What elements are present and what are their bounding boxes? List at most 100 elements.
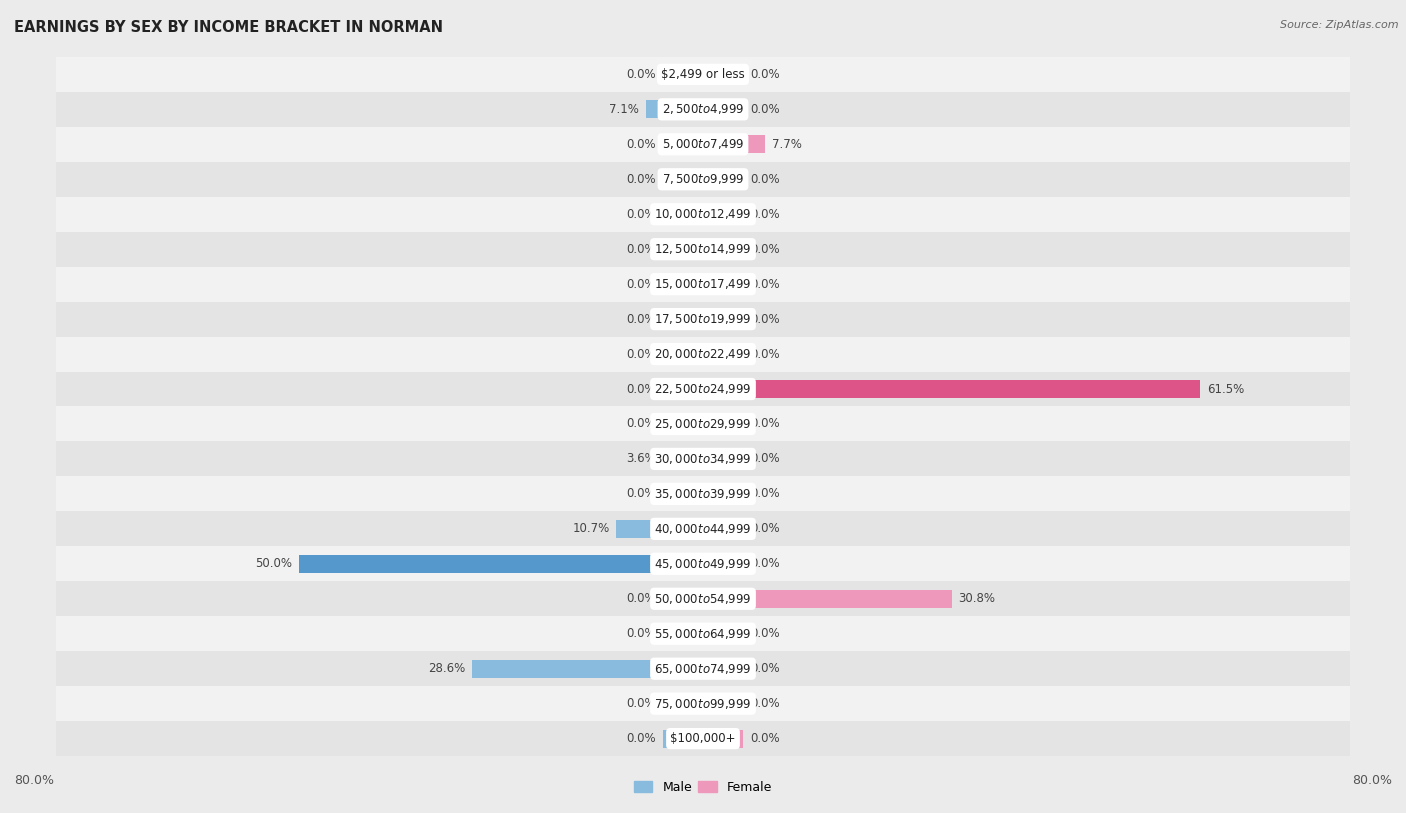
- Bar: [662, 415, 703, 433]
- Text: $25,000 to $29,999: $25,000 to $29,999: [654, 417, 752, 431]
- Bar: [56, 57, 1350, 92]
- Text: 10.7%: 10.7%: [572, 523, 610, 535]
- Text: $17,500 to $19,999: $17,500 to $19,999: [654, 312, 752, 326]
- Text: 3.6%: 3.6%: [626, 453, 657, 465]
- Text: $100,000+: $100,000+: [671, 733, 735, 745]
- Text: 0.0%: 0.0%: [627, 313, 657, 325]
- Bar: [56, 616, 1350, 651]
- Bar: [662, 170, 703, 189]
- Bar: [703, 380, 1201, 398]
- Text: $45,000 to $49,999: $45,000 to $49,999: [654, 557, 752, 571]
- Bar: [662, 729, 703, 748]
- Text: Source: ZipAtlas.com: Source: ZipAtlas.com: [1281, 20, 1399, 30]
- Text: $12,500 to $14,999: $12,500 to $14,999: [654, 242, 752, 256]
- Bar: [56, 441, 1350, 476]
- Bar: [703, 205, 744, 224]
- Text: 50.0%: 50.0%: [256, 558, 292, 570]
- Bar: [703, 694, 744, 713]
- Text: 0.0%: 0.0%: [627, 383, 657, 395]
- Text: $2,500 to $4,999: $2,500 to $4,999: [662, 102, 744, 116]
- Text: 0.0%: 0.0%: [627, 173, 657, 185]
- Text: 0.0%: 0.0%: [749, 488, 779, 500]
- Bar: [662, 310, 703, 328]
- Text: 0.0%: 0.0%: [749, 173, 779, 185]
- Legend: Male, Female: Male, Female: [628, 776, 778, 799]
- Bar: [703, 485, 744, 503]
- Text: $2,499 or less: $2,499 or less: [661, 68, 745, 80]
- Text: 0.0%: 0.0%: [749, 733, 779, 745]
- Bar: [662, 345, 703, 363]
- Text: 0.0%: 0.0%: [627, 418, 657, 430]
- Text: 0.0%: 0.0%: [749, 453, 779, 465]
- Bar: [703, 345, 744, 363]
- Text: 0.0%: 0.0%: [627, 138, 657, 150]
- Bar: [662, 450, 703, 468]
- Text: $75,000 to $99,999: $75,000 to $99,999: [654, 697, 752, 711]
- Text: $35,000 to $39,999: $35,000 to $39,999: [654, 487, 752, 501]
- Text: 61.5%: 61.5%: [1206, 383, 1244, 395]
- Bar: [703, 275, 744, 293]
- Bar: [56, 546, 1350, 581]
- Bar: [56, 686, 1350, 721]
- Bar: [703, 135, 765, 154]
- Text: $55,000 to $64,999: $55,000 to $64,999: [654, 627, 752, 641]
- Bar: [662, 275, 703, 293]
- Text: 0.0%: 0.0%: [627, 243, 657, 255]
- Text: 0.0%: 0.0%: [749, 523, 779, 535]
- Bar: [56, 162, 1350, 197]
- Text: 0.0%: 0.0%: [627, 68, 657, 80]
- Text: $50,000 to $54,999: $50,000 to $54,999: [654, 592, 752, 606]
- Bar: [56, 127, 1350, 162]
- Text: 0.0%: 0.0%: [627, 733, 657, 745]
- Text: $30,000 to $34,999: $30,000 to $34,999: [654, 452, 752, 466]
- Bar: [56, 511, 1350, 546]
- Bar: [56, 337, 1350, 372]
- Text: 80.0%: 80.0%: [14, 774, 53, 787]
- Text: $20,000 to $22,499: $20,000 to $22,499: [654, 347, 752, 361]
- Bar: [662, 240, 703, 259]
- Bar: [703, 415, 744, 433]
- Bar: [703, 520, 744, 538]
- Text: 0.0%: 0.0%: [749, 243, 779, 255]
- Text: $40,000 to $44,999: $40,000 to $44,999: [654, 522, 752, 536]
- Text: 0.0%: 0.0%: [749, 698, 779, 710]
- Text: 7.7%: 7.7%: [772, 138, 801, 150]
- Text: 0.0%: 0.0%: [749, 68, 779, 80]
- Text: $22,500 to $24,999: $22,500 to $24,999: [654, 382, 752, 396]
- Text: 0.0%: 0.0%: [627, 488, 657, 500]
- Bar: [662, 135, 703, 154]
- Bar: [703, 65, 744, 84]
- Bar: [703, 589, 952, 608]
- Bar: [662, 624, 703, 643]
- Bar: [56, 197, 1350, 232]
- Text: $5,000 to $7,499: $5,000 to $7,499: [662, 137, 744, 151]
- Bar: [703, 729, 744, 748]
- Text: 0.0%: 0.0%: [749, 103, 779, 115]
- Bar: [56, 267, 1350, 302]
- Bar: [703, 240, 744, 259]
- Bar: [662, 380, 703, 398]
- Text: 0.0%: 0.0%: [627, 208, 657, 220]
- Text: 0.0%: 0.0%: [627, 698, 657, 710]
- Bar: [662, 65, 703, 84]
- Text: 0.0%: 0.0%: [749, 663, 779, 675]
- Text: 0.0%: 0.0%: [749, 348, 779, 360]
- Bar: [703, 100, 744, 119]
- Bar: [56, 406, 1350, 441]
- Text: $15,000 to $17,499: $15,000 to $17,499: [654, 277, 752, 291]
- Text: 0.0%: 0.0%: [627, 628, 657, 640]
- Text: 28.6%: 28.6%: [427, 663, 465, 675]
- Bar: [472, 659, 703, 678]
- Bar: [662, 485, 703, 503]
- Text: $7,500 to $9,999: $7,500 to $9,999: [662, 172, 744, 186]
- Bar: [662, 205, 703, 224]
- Text: 0.0%: 0.0%: [749, 278, 779, 290]
- Bar: [703, 450, 744, 468]
- Text: 0.0%: 0.0%: [627, 348, 657, 360]
- Bar: [662, 694, 703, 713]
- Text: 0.0%: 0.0%: [749, 418, 779, 430]
- Bar: [703, 170, 744, 189]
- Text: $65,000 to $74,999: $65,000 to $74,999: [654, 662, 752, 676]
- Bar: [703, 624, 744, 643]
- Text: 0.0%: 0.0%: [749, 208, 779, 220]
